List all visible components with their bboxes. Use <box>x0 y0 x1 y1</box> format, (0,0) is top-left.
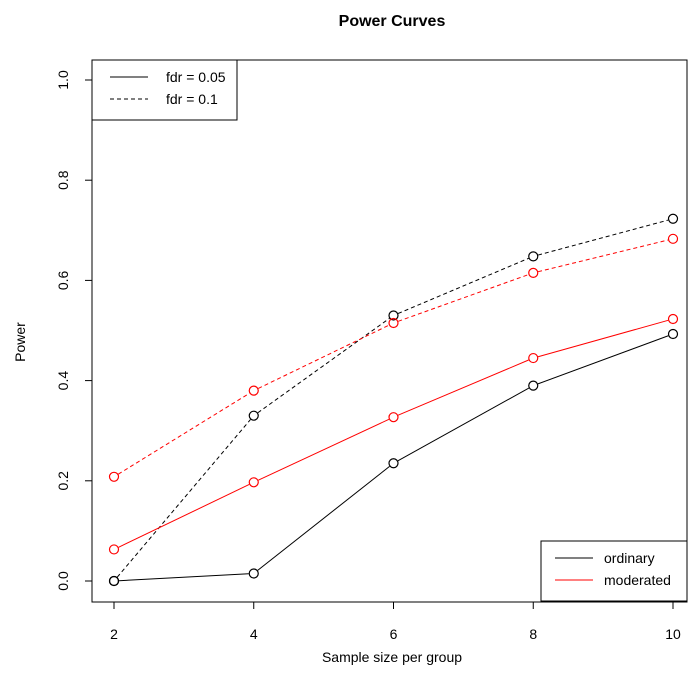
series-ordinary-fdr-0_05-point <box>388 458 399 469</box>
series-ordinary-fdr-0_1-segment <box>116 419 251 578</box>
y-tick-label: 0.2 <box>55 471 71 491</box>
series-moderated-fdr-0_1-segment <box>398 274 529 322</box>
series-ordinary-fdr-0_1-point <box>528 251 539 262</box>
series-moderated-fdr-0_05-point <box>108 544 120 555</box>
series-moderated-fdr-0_05-segment <box>397 359 529 416</box>
y-tick-label: 0.8 <box>55 170 71 190</box>
x-tick-label: 4 <box>250 626 258 642</box>
series-ordinary-fdr-0_1-segment <box>257 317 390 414</box>
series-moderated-fdr-0_1-point <box>248 385 259 396</box>
chart-title: Power Curves <box>339 13 446 30</box>
x-axis: 2 4 6 8 10 <box>110 601 681 642</box>
series-ordinary-fdr-0_05-point <box>248 568 259 579</box>
legend-box <box>540 540 688 602</box>
legend-label: moderated <box>604 572 671 588</box>
y-tick-label: 1.0 <box>55 70 71 90</box>
plot-frame <box>91 59 688 603</box>
series-moderated-fdr-0_1-segment <box>117 392 250 475</box>
series-moderated-fdr-0_1-segment <box>258 324 390 389</box>
series-layer <box>108 213 679 587</box>
series-ordinary-fdr-0_1-segment <box>537 219 669 256</box>
series-moderated-fdr-0_1-segment <box>537 239 669 273</box>
series-moderated-fdr-0_1-point <box>667 233 679 244</box>
y-tick-label: 0.4 <box>55 371 71 391</box>
series-moderated-fdr-0_05-point <box>667 313 679 325</box>
legend-method: ordinary moderated <box>540 540 688 602</box>
series-moderated-fdr-0_05-point <box>528 352 539 364</box>
series-ordinary-fdr-0_1-point <box>388 310 399 321</box>
x-tick-label: 2 <box>110 626 118 642</box>
legend-fdr: fdr = 0.05 fdr = 0.1 <box>91 59 238 121</box>
series-ordinary-fdr-0_05-segment <box>257 465 390 571</box>
legend-box <box>91 59 238 121</box>
series-ordinary-fdr-0_1-point <box>667 213 679 224</box>
series-ordinary-fdr-0_05-point <box>528 380 539 391</box>
series-moderated-fdr-0_05-point <box>388 412 399 423</box>
series-moderated-fdr-0_05-segment <box>118 484 250 548</box>
legend-label: ordinary <box>604 550 655 566</box>
series-ordinary-fdr-0_1-point <box>108 575 120 587</box>
y-axis: 0.0 0.2 0.4 0.6 0.8 1.0 <box>55 70 93 591</box>
series-ordinary-fdr-0_1-point <box>248 410 259 421</box>
series-ordinary-fdr-0_1-segment <box>397 257 529 314</box>
series-ordinary-fdr-0_05-segment <box>397 387 530 462</box>
series-ordinary-fdr-0_05-point <box>667 328 679 340</box>
series-ordinary-fdr-0_05-segment <box>118 573 249 582</box>
y-axis-label: Power <box>12 322 28 362</box>
x-tick-label: 6 <box>390 626 398 642</box>
y-tick-label: 0.0 <box>55 571 71 591</box>
series-moderated-fdr-0_1-point <box>388 317 399 329</box>
x-axis-label: Sample size per group <box>322 649 462 665</box>
x-tick-label: 8 <box>529 626 537 642</box>
x-tick-label: 10 <box>665 626 681 642</box>
series-moderated-fdr-0_1-point <box>108 471 120 482</box>
series-moderated-fdr-0_05-segment <box>537 319 669 358</box>
y-tick-label: 0.6 <box>55 270 71 290</box>
series-moderated-fdr-0_05-point <box>248 477 259 488</box>
series-ordinary-fdr-0_05-segment <box>537 335 669 385</box>
legend-label: fdr = 0.1 <box>166 91 218 107</box>
legend-label: fdr = 0.05 <box>166 69 226 85</box>
series-moderated-fdr-0_05-segment <box>258 418 390 481</box>
series-moderated-fdr-0_1-point <box>528 267 539 278</box>
